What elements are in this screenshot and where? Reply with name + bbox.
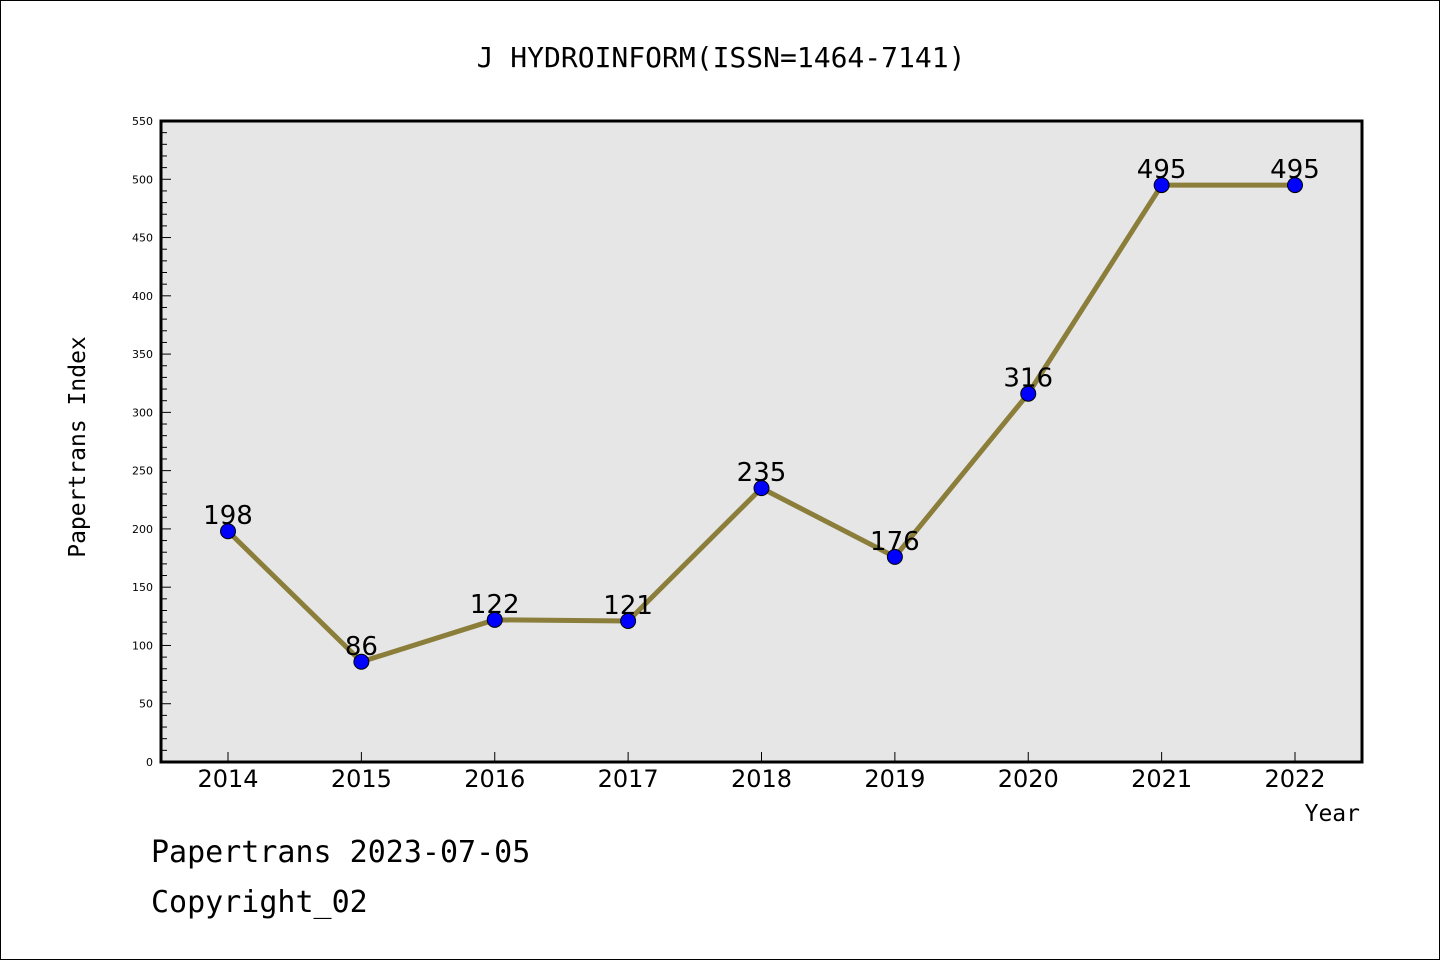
data-point <box>353 653 370 670</box>
x-axis-title: Year <box>1305 801 1360 827</box>
data-point <box>1287 177 1303 194</box>
x-tick-label: 2014 <box>197 765 258 793</box>
y-tick-label: 450 <box>132 232 153 245</box>
x-axis: 2014 2015 2016 2017 2018 2019 2020 2021 2022 <box>197 752 1326 793</box>
data-labels: 198 86 122 121 235 176 316 495 495 <box>203 155 1320 662</box>
y-tick-label: 250 <box>132 465 153 478</box>
chart-title: J HYDROINFORM(ISSN=1464-7141) <box>477 41 966 74</box>
data-point <box>753 480 770 497</box>
data-label: 198 <box>203 501 253 531</box>
data-label: 121 <box>603 591 653 621</box>
data-point <box>486 611 503 628</box>
data-label: 495 <box>1137 155 1187 185</box>
data-point <box>220 523 236 540</box>
data-point <box>1020 385 1037 402</box>
x-tick-label: 2019 <box>864 765 925 793</box>
x-tick-label: 2016 <box>464 765 525 793</box>
data-label: 495 <box>1270 155 1320 185</box>
x-tick-label: 2015 <box>331 765 392 793</box>
y-axis-title: Papertrans Index <box>65 336 91 558</box>
plot-area <box>159 119 1364 764</box>
series-layer <box>220 177 1303 670</box>
data-label: 122 <box>470 590 520 620</box>
y-tick-label: 150 <box>132 581 153 594</box>
data-point <box>886 548 903 565</box>
data-label: 86 <box>345 632 378 662</box>
x-tick-label: 2018 <box>731 765 792 793</box>
x-tick-label: 2021 <box>1131 765 1192 793</box>
data-label: 176 <box>870 527 920 557</box>
x-tick-label: 2022 <box>1264 765 1325 793</box>
y-tick-label: 550 <box>132 115 153 128</box>
data-point <box>620 612 637 629</box>
y-tick-label: 0 <box>146 756 153 769</box>
x-tick-label: 2017 <box>598 765 659 793</box>
footer-date: Papertrans 2023-07-05 <box>151 835 531 870</box>
data-label: 316 <box>1003 364 1053 394</box>
y-tick-label: 300 <box>132 406 153 419</box>
y-tick-label: 350 <box>132 348 153 361</box>
y-axis: 0 50 100 150 200 250 300 350 400 450 500 550 <box>132 115 171 769</box>
data-label: 235 <box>737 458 787 488</box>
y-tick-label: 50 <box>139 698 153 711</box>
y-tick-label: 100 <box>132 639 153 652</box>
x-tick-label: 2020 <box>998 765 1059 793</box>
footer-copyright: Copyright_02 <box>151 885 368 920</box>
y-tick-label: 400 <box>132 290 153 303</box>
data-point <box>1153 177 1170 194</box>
y-tick-label: 200 <box>132 523 153 536</box>
y-tick-label: 500 <box>132 173 153 186</box>
